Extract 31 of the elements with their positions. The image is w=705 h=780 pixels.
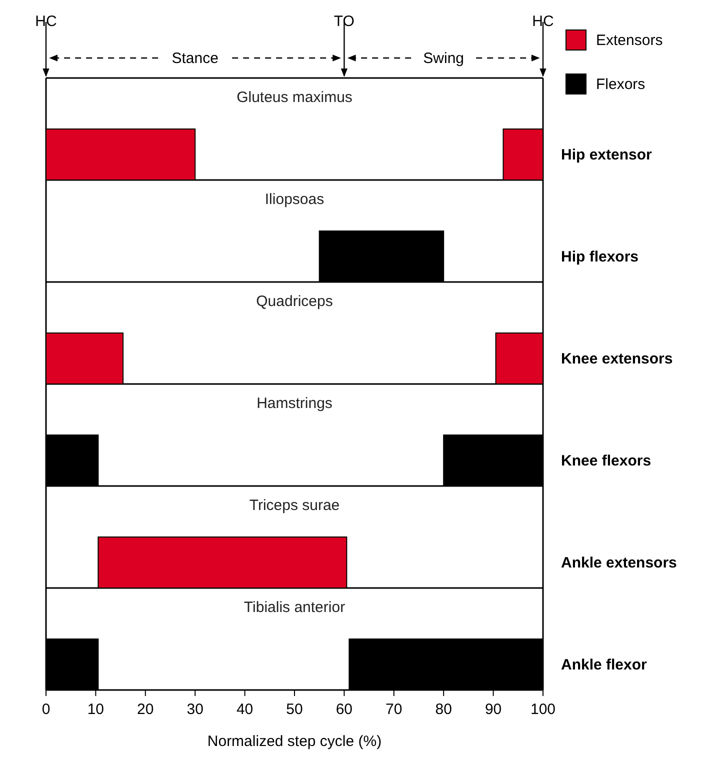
x-tick-label: 10 <box>87 701 104 718</box>
legend-label: Extensors <box>596 32 663 49</box>
x-tick-label: 30 <box>186 701 204 718</box>
x-axis-title: Normalized step cycle (%) <box>207 733 382 750</box>
annotation: Gluteus maximus <box>236 89 352 106</box>
y-tick-label: Knee extensors <box>561 350 673 368</box>
y-tick-label: Hip extensor <box>561 146 652 164</box>
ref-line-label: HC <box>532 13 554 30</box>
x-tick-label: 50 <box>286 701 303 718</box>
annotation: Triceps surae <box>249 497 340 514</box>
y-tick-label: Ankle flexor <box>561 656 648 674</box>
ref-line-label: HC <box>35 13 57 30</box>
x-tick-label: 70 <box>386 701 402 718</box>
text: Swing <box>423 50 464 67</box>
ref-line-label: TO <box>334 13 354 30</box>
x-tick-label: 40 <box>236 701 254 718</box>
annotation: Tibialis anterior <box>244 599 346 616</box>
y-tick-label: Ankle extensors <box>561 554 677 572</box>
y-tick-label: Knee flexors <box>561 452 652 470</box>
annotation: Iliopsoas <box>264 191 324 208</box>
x-tick-label: 80 <box>435 701 452 718</box>
y-tick-label: Hip flexors <box>561 248 639 266</box>
annotation: Quadriceps <box>256 293 333 310</box>
x-tick-label: 90 <box>484 701 502 718</box>
text: Stance <box>172 50 218 67</box>
x-tick-label: 20 <box>137 701 154 718</box>
x-tick-label: 60 <box>336 701 353 718</box>
x-tick-label: 0 <box>42 701 50 718</box>
annotation: Hamstrings <box>256 395 332 412</box>
legend-label: Flexors <box>596 76 646 93</box>
x-tick-label: 100 <box>530 701 556 718</box>
